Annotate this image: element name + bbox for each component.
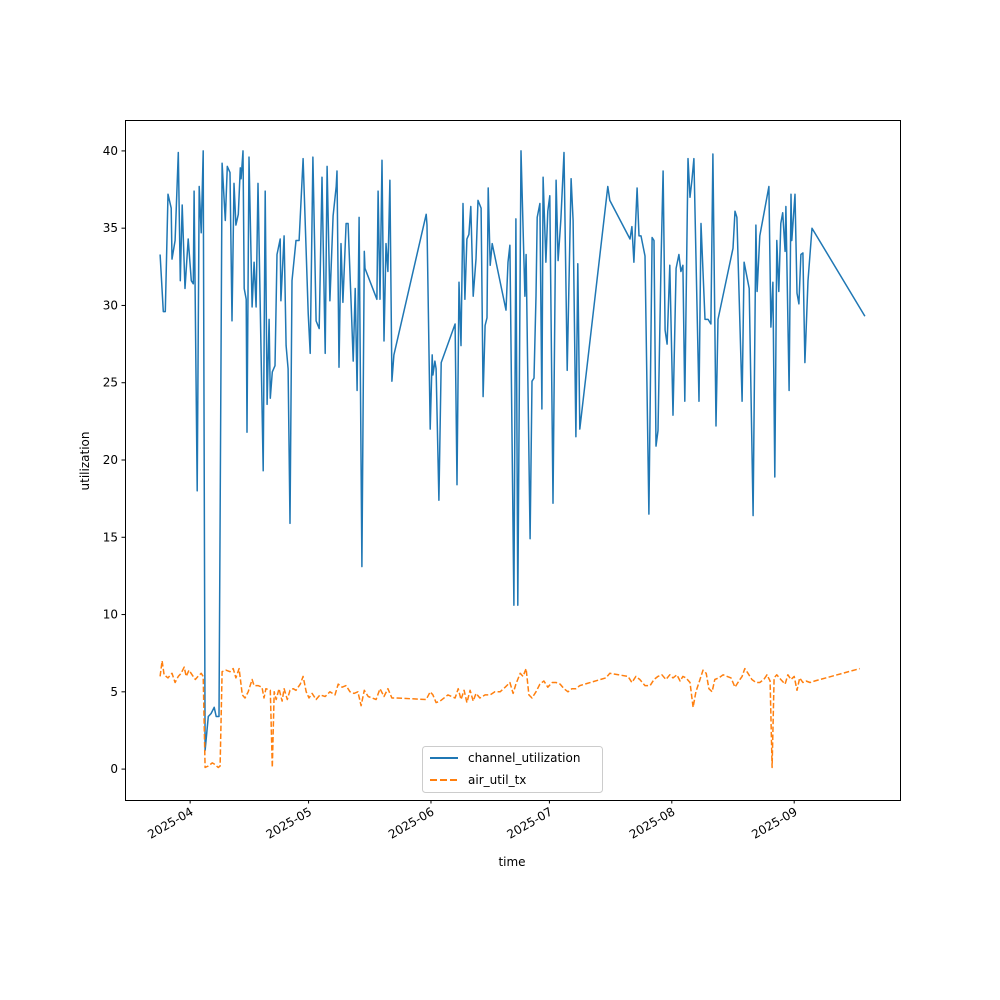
legend-box bbox=[422, 746, 603, 793]
legend-label-channel-utilization: channel_utilization bbox=[468, 751, 580, 765]
y-tick-label: 15 bbox=[103, 530, 118, 544]
y-tick-label: 30 bbox=[103, 298, 118, 312]
legend-label-air-util-tx: air_util_tx bbox=[468, 773, 526, 787]
legend: channel_utilization air_util_tx bbox=[422, 746, 603, 793]
y-tick-label: 5 bbox=[110, 685, 118, 699]
y-tick-label: 20 bbox=[103, 453, 118, 467]
y-axis: 0 5 10 15 20 25 30 35 40 bbox=[103, 144, 125, 776]
series-line-channel-utilization bbox=[159, 150, 866, 752]
x-axis-label: time bbox=[498, 855, 525, 869]
y-tick-label: 25 bbox=[103, 376, 118, 390]
series-line-air-util-tx bbox=[159, 660, 860, 769]
y-tick-label: 0 bbox=[110, 762, 118, 776]
axes-frame bbox=[125, 120, 901, 801]
y-tick-label: 35 bbox=[103, 221, 118, 235]
y-tick-label: 10 bbox=[103, 608, 118, 622]
series-layer bbox=[159, 150, 866, 769]
y-axis-label: utilization bbox=[78, 432, 92, 491]
y-tick-label: 40 bbox=[103, 144, 118, 158]
